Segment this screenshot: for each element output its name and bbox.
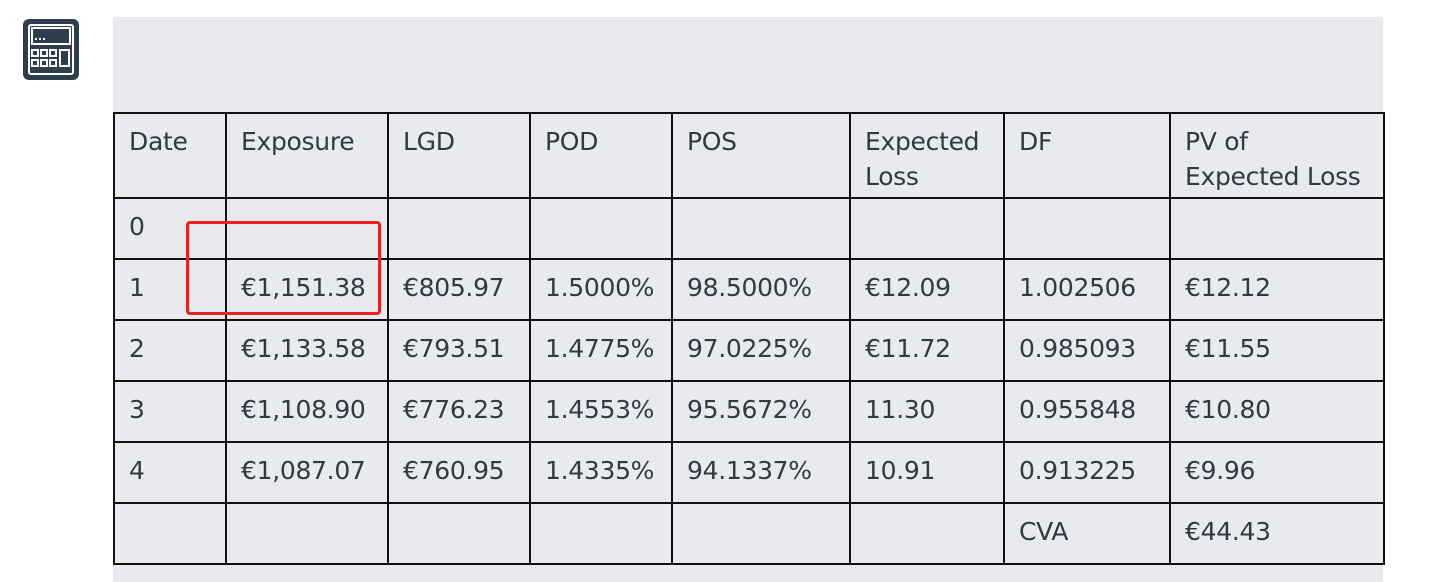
cell-expected-loss: €12.09 bbox=[849, 258, 1005, 321]
cva-table: Date Exposure LGD POD POS Expected Loss DF PV o… bbox=[113, 112, 1385, 565]
cell-expected-loss: 11.30 bbox=[849, 380, 1005, 443]
table-row: CVA €44.43 bbox=[113, 502, 1385, 565]
cell-pv-expected-loss: €11.55 bbox=[1169, 319, 1385, 382]
cell-pos bbox=[671, 197, 851, 260]
cell-exposure bbox=[225, 197, 389, 260]
cell-lgd: €793.51 bbox=[387, 319, 531, 382]
table-row: 4 €1,087.07 €760.95 1.4335% 94.1337% 10.91 0.9… bbox=[113, 441, 1385, 504]
cell-expected-loss bbox=[849, 502, 1005, 565]
cell-pv-expected-loss: €44.43 bbox=[1169, 502, 1385, 565]
header-df: DF bbox=[1003, 112, 1171, 199]
cell-date: 0 bbox=[113, 197, 227, 260]
cell-pv-expected-loss bbox=[1169, 197, 1385, 260]
cell-pod: 1.4335% bbox=[529, 441, 673, 504]
cell-df bbox=[1003, 197, 1171, 260]
cell-expected-loss: 10.91 bbox=[849, 441, 1005, 504]
cell-pod bbox=[529, 197, 673, 260]
highlight-box bbox=[186, 221, 381, 315]
cell-lgd: €760.95 bbox=[387, 441, 531, 504]
header-pv-expected-loss: PV of Expected Loss bbox=[1169, 112, 1385, 199]
header-expected-loss: Expected Loss bbox=[849, 112, 1005, 199]
cell-date: 4 bbox=[113, 441, 227, 504]
cell-expected-loss bbox=[849, 197, 1005, 260]
cell-lgd bbox=[387, 197, 531, 260]
cell-expected-loss: €11.72 bbox=[849, 319, 1005, 382]
cell-date: 3 bbox=[113, 380, 227, 443]
cell-pos: 98.5000% bbox=[671, 258, 851, 321]
cell-lgd bbox=[387, 502, 531, 565]
cell-pv-expected-loss: €12.12 bbox=[1169, 258, 1385, 321]
cell-date: 1 bbox=[113, 258, 227, 321]
cell-exposure: €1,087.07 bbox=[225, 441, 389, 504]
cell-exposure: €1,133.58 bbox=[225, 319, 389, 382]
cell-date bbox=[113, 502, 227, 565]
cell-pos bbox=[671, 502, 851, 565]
cell-df: 0.913225 bbox=[1003, 441, 1171, 504]
cell-pod: 1.5000% bbox=[529, 258, 673, 321]
cell-pv-expected-loss: €10.80 bbox=[1169, 380, 1385, 443]
cell-df: 1.002506 bbox=[1003, 258, 1171, 321]
cell-pv-expected-loss: €9.96 bbox=[1169, 441, 1385, 504]
header-date: Date bbox=[113, 112, 227, 199]
table-row: 0 bbox=[113, 197, 1385, 260]
cell-df: CVA bbox=[1003, 502, 1171, 565]
table-row: 1 €1,151.38 €805.97 1.5000% 98.5000% €12.09 1.… bbox=[113, 258, 1385, 321]
header-lgd: LGD bbox=[387, 112, 531, 199]
header-pod: POD bbox=[529, 112, 673, 199]
table-row: 2 €1,133.58 €793.51 1.4775% 97.0225% €11.72 0.… bbox=[113, 319, 1385, 382]
cell-exposure: €1,108.90 bbox=[225, 380, 389, 443]
cell-lgd: €776.23 bbox=[387, 380, 531, 443]
cell-df: 0.955848 bbox=[1003, 380, 1171, 443]
cell-pod: 1.4553% bbox=[529, 380, 673, 443]
cell-exposure: €1,151.38 bbox=[225, 258, 389, 321]
cell-exposure bbox=[225, 502, 389, 565]
cell-pod: 1.4775% bbox=[529, 319, 673, 382]
cell-pod bbox=[529, 502, 673, 565]
cell-pos: 97.0225% bbox=[671, 319, 851, 382]
table-row: 3 €1,108.90 €776.23 1.4553% 95.5672% 11.30 0.9… bbox=[113, 380, 1385, 443]
cell-date: 2 bbox=[113, 319, 227, 382]
header-exposure: Exposure bbox=[225, 112, 389, 199]
header-row: Date Exposure LGD POD POS Expected Loss DF PV o… bbox=[113, 112, 1385, 199]
cell-pos: 95.5672% bbox=[671, 380, 851, 443]
cell-pos: 94.1337% bbox=[671, 441, 851, 504]
cell-lgd: €805.97 bbox=[387, 258, 531, 321]
calculator-icon bbox=[22, 18, 80, 81]
cell-df: 0.985093 bbox=[1003, 319, 1171, 382]
header-pos: POS bbox=[671, 112, 851, 199]
